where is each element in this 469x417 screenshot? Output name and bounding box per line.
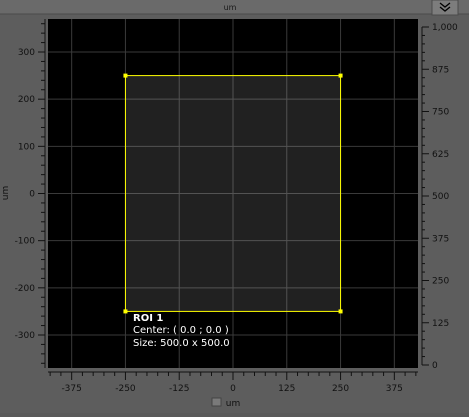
roi-corner-handle[interactable] [338, 73, 343, 78]
roi-corner-handle[interactable] [123, 309, 128, 314]
collapse-button[interactable] [431, 0, 459, 16]
y-tick-label: 0 [29, 190, 35, 200]
right-ruler: 0 125 250 375 500 625 750 875 1,000 [421, 23, 458, 371]
roi-corner-handle[interactable] [338, 309, 343, 314]
y-tick-label: -200 [15, 284, 36, 294]
right-tick-label: 500 [432, 192, 449, 202]
y-tick-label: 300 [18, 48, 35, 58]
x-tick-label: 125 [278, 384, 295, 394]
y-tick-label: -100 [15, 237, 36, 247]
right-tick-label: 250 [432, 277, 449, 287]
right-tick-label: 0 [432, 361, 438, 371]
grid-lines [48, 19, 418, 368]
y-tick-label: -300 [15, 331, 36, 341]
x-tick-label: 250 [332, 384, 349, 394]
top-bar [0, 0, 469, 14]
bottom-ruler: -375 -250 -125 0 125 250 375 [48, 371, 418, 394]
right-tick-label: 125 [432, 319, 449, 329]
y-axis-label: um [1, 186, 11, 200]
x-tick-label: 375 [386, 384, 403, 394]
y-tick-label: 200 [18, 95, 35, 105]
roi-box[interactable] [124, 75, 342, 312]
right-tick-label: 750 [432, 108, 449, 118]
x-tick-label: -125 [169, 384, 189, 394]
x-axis-label: um [226, 399, 240, 409]
right-tick-label: 625 [432, 150, 449, 160]
right-tick-label: 875 [432, 65, 449, 75]
right-tick-label: 1,000 [432, 23, 458, 33]
x-tick-label: -375 [61, 384, 81, 394]
x-tick-label: 0 [230, 384, 236, 394]
roi-size-text: Size: 500.0 x 500.0 [133, 338, 230, 349]
roi-name: ROI 1 [133, 313, 163, 324]
roi-center-text: Center: ( 0.0 ; 0.0 ) [133, 325, 229, 336]
roi-corner-handle[interactable] [123, 73, 128, 78]
y-tick-label: 100 [18, 142, 35, 152]
right-tick-label: 375 [432, 234, 449, 244]
roi-rectangle[interactable] [123, 73, 343, 314]
x-tick-label: -250 [115, 384, 136, 394]
top-axis-label: um [224, 3, 237, 12]
double-chevron-down-icon [439, 2, 451, 12]
left-ruler: -300 -200 -100 0 100 200 300 [15, 19, 46, 368]
scroll-handle[interactable] [211, 397, 222, 407]
